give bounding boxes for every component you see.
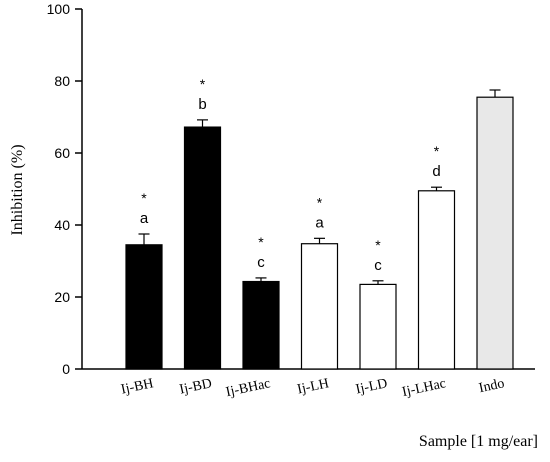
x-tick-label-1: Ij-BD <box>178 376 213 397</box>
bar-2 <box>242 280 280 370</box>
x-axis-title: Sample [1 mg/ear] <box>419 433 538 450</box>
y-tick-label-4: 80 <box>54 73 70 89</box>
bar-star-4: * <box>375 237 381 253</box>
bar-letter-5: d <box>432 163 440 180</box>
y-tick-label-0: 0 <box>62 361 70 377</box>
bar-3 <box>300 243 339 370</box>
y-tick-label-3: 60 <box>54 145 70 161</box>
bars <box>125 89 514 370</box>
y-axis-title: Inhibition (%) <box>9 144 26 235</box>
bar-letter-3: a <box>315 214 324 231</box>
bar-1 <box>183 126 222 370</box>
bar-star-3: * <box>317 194 323 210</box>
bar-star-5: * <box>434 143 440 159</box>
y-tick-label-1: 20 <box>54 289 70 305</box>
bar-star-2: * <box>258 234 264 250</box>
bar-5 <box>417 190 456 370</box>
bar-letter-1: b <box>198 96 206 113</box>
bar-star-0: * <box>141 190 147 206</box>
bar-letter-2: c <box>257 254 265 271</box>
x-tick-label-6: Indo <box>478 376 506 396</box>
x-tick-label-3: Ij-LH <box>296 376 330 397</box>
bar-4 <box>359 283 397 370</box>
x-tick-label-5: Ij-LHac <box>401 376 447 400</box>
x-tick-label-0: Ij-BH <box>120 376 155 397</box>
x-tick-label-4: Ij-LD <box>355 376 389 397</box>
bar-0 <box>125 244 163 370</box>
bar-star-1: * <box>200 76 206 92</box>
bar-letter-0: a <box>140 210 149 227</box>
bar-6 <box>476 96 514 370</box>
bar-letter-4: c <box>374 257 382 274</box>
y-tick-label-5: 100 <box>47 1 71 17</box>
x-tick-label-2: Ij-BHac <box>225 376 272 400</box>
y-tick-label-2: 40 <box>54 217 70 233</box>
